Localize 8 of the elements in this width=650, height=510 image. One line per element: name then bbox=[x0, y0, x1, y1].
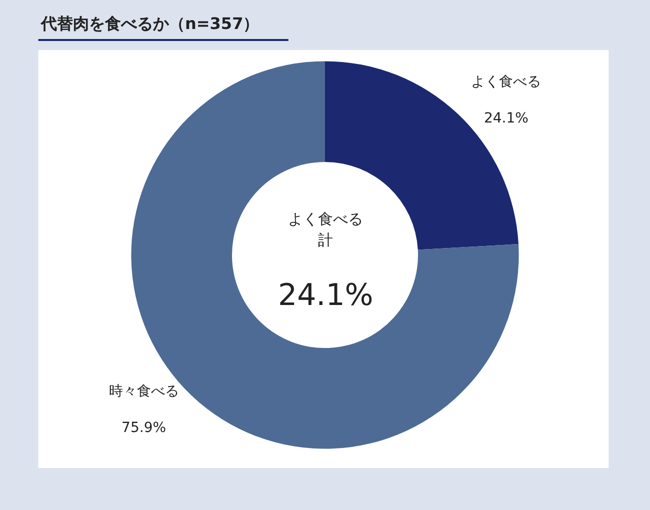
data-label: 75.9% bbox=[122, 420, 166, 436]
chart-title: 代替肉を食べるか（n=357） bbox=[40, 14, 260, 33]
text: 計 bbox=[318, 231, 333, 249]
text: 24.1% bbox=[278, 278, 374, 313]
slice-label: 時々食べる bbox=[108, 383, 179, 400]
text: よく食べる bbox=[288, 210, 363, 228]
slice-label: よく食べる bbox=[471, 74, 542, 90]
data-label: 24.1% bbox=[484, 110, 528, 127]
